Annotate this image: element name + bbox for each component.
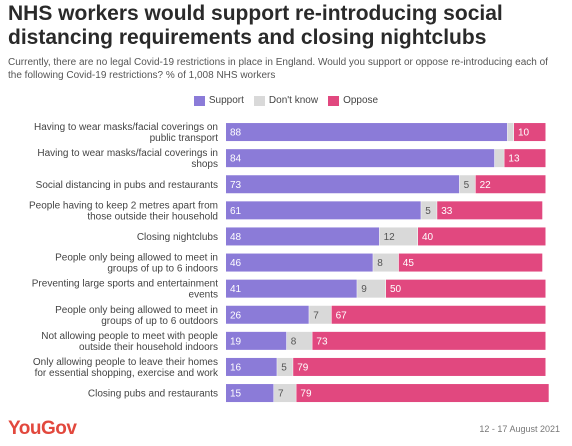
value-label-support: 15 — [230, 389, 242, 400]
bar-segment-don-t-know — [309, 305, 332, 324]
value-label-don-t-know: 5 — [281, 362, 287, 373]
value-label-support: 88 — [230, 128, 242, 139]
bar-segment-support — [226, 175, 460, 194]
bar-segment-don-t-know — [357, 279, 386, 298]
value-label-support: 46 — [230, 258, 242, 269]
legend-swatch-oppose — [328, 95, 340, 106]
category-label: Closing nightclubs — [137, 232, 218, 243]
chart-subtitle: Currently, there are no legal Covid-19 r… — [8, 57, 548, 81]
bar-segment-oppose — [437, 201, 543, 220]
bar-segment-don-t-know — [286, 331, 312, 350]
category-label: Having to wear masks/facial coverings on… — [34, 122, 218, 144]
bar-segment-support — [226, 279, 357, 298]
value-label-oppose: 50 — [390, 284, 402, 295]
value-label-don-t-know: 5 — [464, 180, 470, 191]
bar-segment-support — [226, 357, 277, 376]
legend-item-dont-know: Don't know — [253, 95, 319, 106]
category-label: Social distancing in pubs and restaurant… — [36, 180, 218, 191]
legend-swatch-dont-know — [253, 95, 265, 106]
value-label-support: 61 — [230, 206, 242, 217]
value-label-don-t-know: 12 — [384, 232, 396, 243]
value-label-support: 84 — [230, 154, 242, 165]
bar-segment-support — [226, 149, 495, 168]
value-label-support: 16 — [230, 362, 242, 373]
category-label: Not allowing people to meet with people o… — [41, 331, 218, 353]
value-label-support: 48 — [230, 232, 242, 243]
value-label-oppose: 10 — [518, 128, 530, 139]
value-label-support: 41 — [230, 284, 242, 295]
value-label-don-t-know: 7 — [278, 389, 284, 400]
category-label: Closing pubs and restaurants — [88, 389, 218, 400]
bar-segment-support — [226, 227, 380, 246]
yougov-logo: YouGov — [8, 418, 77, 439]
bar-segment-oppose — [418, 227, 546, 246]
bar-segment-oppose — [296, 384, 549, 403]
category-label: People only being allowed to meet in grou… — [55, 305, 218, 327]
legend-swatch-support — [193, 95, 205, 106]
bar-segment-don-t-know — [274, 384, 296, 403]
chart-title: NHS workers would support re-introducing… — [8, 2, 503, 49]
bar-segment-don-t-know — [459, 175, 476, 194]
legend-label-dont-know: Don't know — [268, 95, 319, 106]
bar-segment-don-t-know — [507, 123, 514, 142]
value-label-oppose: 40 — [422, 232, 434, 243]
bar-segment-oppose — [312, 331, 546, 350]
bar-segment-don-t-know — [421, 201, 437, 220]
bar-segment-don-t-know — [379, 227, 418, 246]
value-label-oppose: 13 — [508, 154, 520, 165]
legend: Support Don't know Oppose — [0, 95, 572, 106]
bar-segment-support — [226, 201, 421, 220]
value-label-oppose: 22 — [480, 180, 492, 191]
value-label-don-t-know: 8 — [377, 258, 383, 269]
value-label-support: 73 — [230, 180, 242, 191]
legend-item-support: Support — [193, 95, 244, 106]
bar-segment-support — [226, 253, 373, 272]
value-label-oppose: 79 — [300, 389, 312, 400]
category-label: Only allowing people to leave their home… — [33, 357, 219, 379]
legend-item-oppose: Oppose — [328, 95, 378, 106]
bar-segment-don-t-know — [373, 253, 399, 272]
value-label-oppose: 67 — [336, 310, 348, 321]
value-label-support: 26 — [230, 310, 242, 321]
bar-segment-oppose — [386, 279, 546, 298]
bar-segment-oppose — [293, 357, 546, 376]
bar-segment-oppose — [514, 123, 546, 142]
bar-segment-support — [226, 123, 508, 142]
bar-segment-support — [226, 331, 287, 350]
value-label-don-t-know: 9 — [361, 284, 367, 295]
value-label-oppose: 45 — [403, 258, 415, 269]
bar-segment-oppose — [475, 175, 546, 194]
value-label-don-t-know: 8 — [291, 336, 297, 347]
value-label-support: 19 — [230, 336, 242, 347]
legend-label-oppose: Oppose — [343, 95, 379, 106]
value-label-don-t-know: 7 — [313, 310, 319, 321]
bar-segment-don-t-know — [494, 149, 504, 168]
category-label: People having to keep 2 metres apart fro… — [29, 200, 218, 222]
bar-segment-support — [226, 305, 309, 324]
survey-date: 12 - 17 August 2021 — [479, 424, 560, 434]
category-label: Preventing large sports and entertainmen… — [32, 279, 218, 301]
value-label-don-t-know: 5 — [425, 206, 431, 217]
bar-segment-support — [226, 384, 274, 403]
value-label-oppose: 79 — [297, 362, 309, 373]
stacked-bar-chart: Having to wear masks/facial coverings on… — [29, 122, 549, 403]
bar-segment-don-t-know — [277, 357, 293, 376]
legend-label-support: Support — [208, 95, 244, 106]
value-label-oppose: 73 — [316, 336, 328, 347]
value-label-oppose: 33 — [441, 206, 453, 217]
category-label: People only being allowed to meet in grou… — [55, 253, 218, 275]
bar-segment-oppose — [504, 149, 546, 168]
bar-segment-oppose — [331, 305, 546, 324]
category-label: Having to wear masks/facial coverings in… — [37, 148, 218, 170]
bar-segment-oppose — [398, 253, 543, 272]
